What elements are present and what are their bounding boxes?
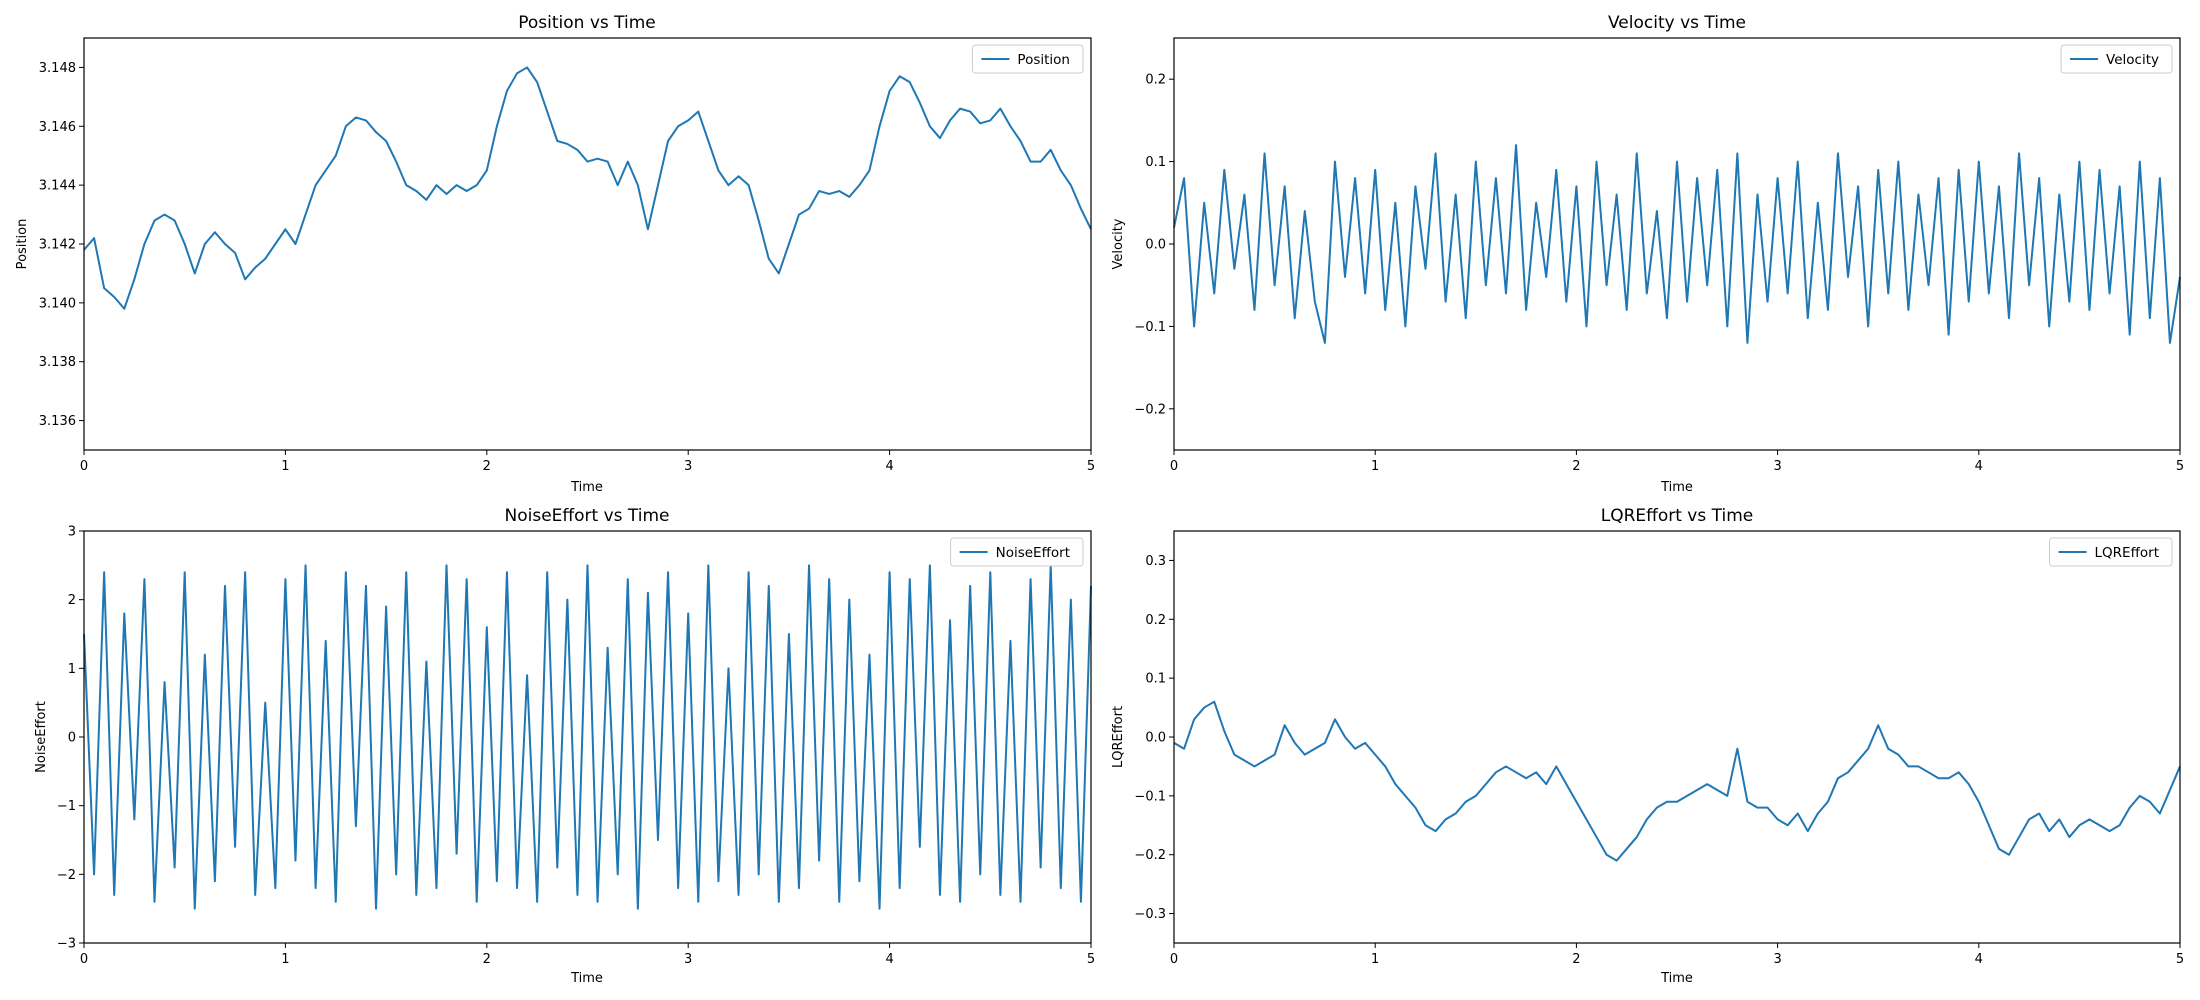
x-axis-label: Time xyxy=(1660,480,1693,495)
legend: NoiseEffort xyxy=(950,537,1084,567)
y-tick-label: 3.136 xyxy=(39,414,76,429)
legend-box xyxy=(2049,537,2173,567)
legend-label: NoiseEffort xyxy=(996,545,1070,561)
legend: LQREffort xyxy=(2049,537,2173,567)
x-tick-label: 1 xyxy=(1371,459,1379,474)
y-tick-label: −2 xyxy=(57,868,76,883)
series-line-lqreffort xyxy=(1173,700,2181,862)
x-tick-label: 0 xyxy=(1170,952,1178,967)
legend-label: LQREffort xyxy=(2095,545,2159,561)
x-tick-label: 0 xyxy=(80,459,88,474)
y-tick-label: 3 xyxy=(68,525,76,540)
legend-box xyxy=(2060,44,2173,74)
x-tick-label: 4 xyxy=(1975,952,1983,967)
y-tick-label: 0.1 xyxy=(1145,155,1166,170)
series-line-noiseeffort xyxy=(83,564,1092,910)
x-tick-label: 3 xyxy=(1773,459,1781,474)
x-tick-label: 1 xyxy=(281,952,289,967)
y-tick-label: −0.2 xyxy=(1134,848,1166,863)
y-tick-label: 0.0 xyxy=(1145,238,1166,253)
subplot-lqreffort: LQREffort vs Time Time LQREffort 0 1 2 3 4 5 −… xyxy=(1111,506,2184,986)
x-tick-label: 1 xyxy=(281,459,289,474)
x-tick-label: 5 xyxy=(2176,459,2184,474)
y-tick-label: −0.1 xyxy=(1134,320,1166,335)
x-tick-label: 3 xyxy=(684,459,692,474)
x-axis-label: Time xyxy=(570,480,603,495)
x-tick-label: 1 xyxy=(1371,952,1379,967)
y-tick-label: 0.1 xyxy=(1145,672,1166,687)
x-tick-label: 4 xyxy=(1975,459,1983,474)
subplot-velocity: Velocity vs Time Time Velocity 0 1 2 3 4 5 −0.… xyxy=(1111,13,2184,495)
legend-label: Position xyxy=(1017,52,1070,68)
y-tick-label: −3 xyxy=(57,937,76,952)
x-tick-label: 2 xyxy=(1572,952,1580,967)
y-tick-label: 3.140 xyxy=(39,296,76,311)
subplot-noiseeffort: NoiseEffort vs Time Time NoiseEffort 0 1 2… xyxy=(34,506,1095,986)
x-tick-label: 2 xyxy=(483,459,491,474)
y-tick-label: 3.142 xyxy=(39,238,76,253)
y-tick-label: −0.3 xyxy=(1134,907,1166,922)
y-tick-label: 0.2 xyxy=(1145,613,1166,628)
y-tick-label: −1 xyxy=(57,799,76,814)
x-tick-label: 3 xyxy=(684,952,692,967)
y-tick-label: 0.3 xyxy=(1145,554,1166,569)
y-tick-label: −0.2 xyxy=(1134,402,1166,417)
legend-box xyxy=(971,44,1084,74)
chart-title: LQREffort vs Time xyxy=(1601,506,1754,526)
y-axis-label: Position xyxy=(15,219,30,270)
y-tick-label: 0.0 xyxy=(1145,731,1166,746)
x-tick-label: 0 xyxy=(1170,459,1178,474)
x-tick-label: 2 xyxy=(483,952,491,967)
y-axis-label: LQREffort xyxy=(1111,706,1126,768)
y-tick-label: 2 xyxy=(68,593,76,608)
legend: Position xyxy=(971,44,1084,74)
legend-label: Velocity xyxy=(2106,52,2159,68)
chart-title: Velocity vs Time xyxy=(1608,13,1746,33)
y-tick-label: 3.138 xyxy=(39,355,76,370)
y-tick-label: 1 xyxy=(68,662,76,677)
x-tick-label: 5 xyxy=(2176,952,2184,967)
series-line-position xyxy=(83,66,1092,310)
y-tick-label: 0.2 xyxy=(1145,73,1166,88)
y-tick-label: 3.148 xyxy=(39,61,76,76)
y-tick-label: 3.146 xyxy=(39,120,76,135)
x-tick-label: 0 xyxy=(80,952,88,967)
x-axis-label: Time xyxy=(1660,971,1693,986)
x-tick-label: 4 xyxy=(885,952,893,967)
y-axis-label: Velocity xyxy=(1111,218,1126,269)
subplot-position: Position vs Time Time Position 0 1 2 3 4 5 3.1… xyxy=(15,13,1095,495)
y-tick-label: 3.144 xyxy=(39,179,76,194)
legend-box xyxy=(950,537,1084,567)
series-line-velocity xyxy=(1173,144,2181,344)
x-tick-label: 5 xyxy=(1087,459,1095,474)
x-tick-label: 4 xyxy=(885,459,893,474)
chart-title: Position vs Time xyxy=(518,13,656,33)
x-tick-label: 5 xyxy=(1087,952,1095,967)
chart-title: NoiseEffort vs Time xyxy=(505,506,670,526)
y-tick-label: 0 xyxy=(68,731,76,746)
y-axis-label: NoiseEffort xyxy=(34,701,49,773)
x-tick-label: 2 xyxy=(1572,459,1580,474)
x-tick-label: 3 xyxy=(1773,952,1781,967)
x-axis-label: Time xyxy=(570,971,603,986)
legend: Velocity xyxy=(2060,44,2173,74)
y-tick-label: −0.1 xyxy=(1134,789,1166,804)
